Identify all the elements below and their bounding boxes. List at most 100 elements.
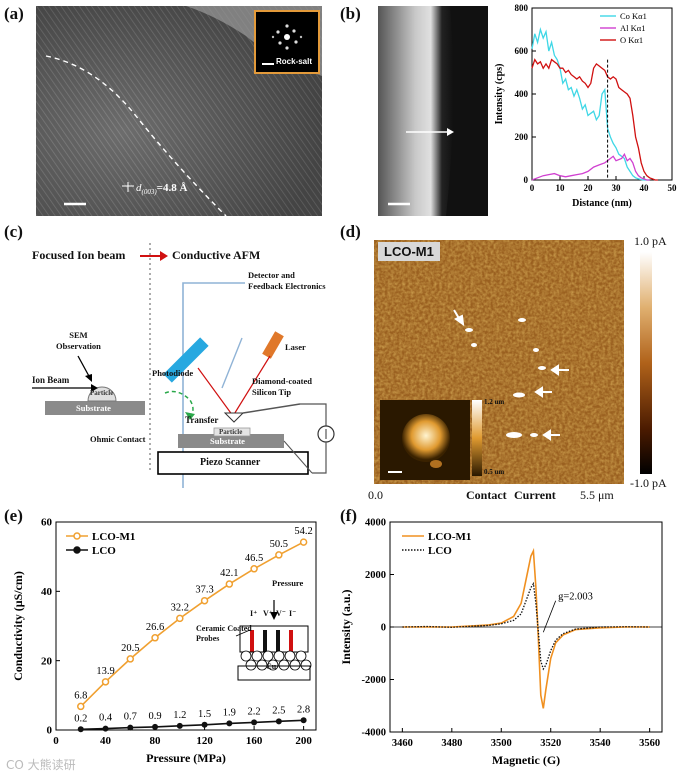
particle-label-right: Particle	[219, 428, 243, 436]
panel-d-label: (d)	[340, 222, 361, 241]
legend-label: LCO-M1	[92, 531, 135, 543]
epr-chart: 3460 3480 3500 3520 3540 3560 -4000 -2000 0 2000 4…	[339, 518, 663, 767]
powder-particle	[262, 650, 274, 662]
x-tick-label: 30	[612, 183, 622, 193]
conductivity-chart: 0 40 80 120 160 200 0 20 40 60 Pressure (MPa) Condu…	[11, 517, 317, 765]
axis-left-label: 0.0	[368, 488, 383, 502]
powder-particle	[278, 659, 290, 671]
annotation-pointer	[542, 600, 557, 633]
ion-beam-label: Ion Beam	[32, 375, 70, 385]
contact-label: Contact	[466, 488, 507, 502]
powder-particle	[267, 659, 279, 671]
data-label: 6.8	[74, 690, 87, 701]
legend-label: LCO	[92, 545, 116, 557]
particle-label-left: Particle	[90, 389, 114, 397]
x-tick-label: 3560	[639, 738, 660, 749]
y-tick-label: 40	[41, 586, 53, 598]
powder-particle	[273, 650, 285, 662]
afm-colorbar	[640, 252, 652, 474]
x-tick-label: 3540	[590, 738, 611, 749]
data-point-lco	[176, 722, 183, 729]
panel-f-label: (f)	[340, 506, 357, 525]
legend-label: O Kα1	[620, 35, 643, 45]
series-line-lco-m1	[80, 541, 304, 707]
legend-label: Al Kα1	[620, 23, 645, 33]
powder-particle	[300, 659, 312, 671]
panel-e-label: (e)	[4, 506, 23, 525]
x-axis-label: Distance (nm)	[572, 198, 632, 209]
data-point-lco	[300, 717, 307, 724]
panel-a-tem-image: d(003)=4.8 Å Rock-salt	[36, 6, 322, 216]
data-label: 32.2	[171, 602, 189, 613]
probe-holder	[239, 625, 309, 653]
data-point-lco-m1	[101, 678, 110, 686]
y-tick-label: -4000	[362, 728, 387, 739]
series-line-o	[531, 58, 658, 181]
sem-label: SEM Observation	[56, 330, 101, 351]
probe	[263, 630, 267, 652]
y-tick-label: 2000	[365, 570, 386, 581]
x-tick-label: 0	[53, 735, 59, 747]
data-label: 1.5	[198, 709, 211, 720]
data-label: 13.9	[96, 666, 114, 677]
x-tick-label: 40	[640, 183, 650, 193]
d-spacing-symbol: d	[136, 182, 142, 194]
panel-b-stem-image	[378, 6, 488, 216]
data-point-lco-m1	[250, 565, 258, 573]
d-spacing-sub: (003)	[141, 188, 157, 197]
data-label: 54.2	[294, 526, 312, 537]
plot-frame	[55, 521, 317, 731]
legend-label: LCO-M1	[428, 531, 471, 543]
tip-label: Diamond-coated Silicon Tip	[252, 376, 312, 397]
y-axis-label: Intensity (cps)	[494, 64, 505, 125]
legend-label: Co Kα1	[620, 11, 647, 21]
data-point-lco-m1	[225, 580, 234, 588]
powder-particle	[251, 650, 263, 662]
x-tick-label: 20	[584, 183, 594, 193]
inset-colorbar	[472, 400, 482, 476]
probe	[276, 630, 280, 652]
powder-particle	[284, 650, 296, 662]
watermark: CO 大熊读研	[6, 758, 76, 772]
data-point-lco	[201, 721, 208, 728]
panel-e-chart: 0 40 80 120 160 200 0 20 40 60 Pressure (MPa) Condu…	[0, 508, 330, 772]
cafm-header: Conductive AFM	[172, 248, 261, 262]
data-point-lco-m1	[126, 655, 135, 663]
x-tick-label: 0	[530, 183, 535, 193]
inset-pressure-label: Pressure	[272, 578, 304, 588]
data-label: 0.2	[74, 713, 87, 724]
y-tick-label: 400	[515, 89, 529, 99]
data-label: 1.2	[173, 710, 186, 721]
data-point-lco-m1	[275, 551, 283, 559]
panel-f-chart: 3460 3480 3500 3520 3540 3560 -4000 -2000 0 2000 4…	[339, 508, 678, 772]
cu-base	[237, 665, 311, 681]
afm-inset	[380, 400, 470, 480]
series-line-lco	[80, 719, 304, 731]
x-tick-label: 160	[246, 735, 263, 747]
data-point-lco	[251, 719, 258, 726]
data-label: 1.9	[223, 707, 236, 718]
substrate-label-left: Substrate	[76, 403, 111, 413]
x-tick-label: 200	[295, 735, 312, 747]
y-axis-label: Conductivity (μS/cm)	[11, 571, 25, 681]
pressure-arrow-head	[270, 612, 278, 620]
fft-label: Rock-salt	[276, 57, 313, 66]
powder-particle	[256, 659, 268, 671]
detector-label: Detector and Feedback Electronics	[248, 270, 326, 291]
stem-micrograph	[378, 6, 454, 216]
y-tick-label: 0	[47, 725, 53, 737]
x-axis-label: Pressure (MPa)	[146, 751, 226, 765]
x-tick-label: 40	[100, 735, 112, 747]
data-point-lco	[102, 725, 109, 732]
x-tick-label: 3520	[540, 738, 561, 749]
data-label: 20.5	[121, 643, 139, 654]
data-label: 0.4	[99, 713, 113, 724]
scale-bottom-label: -1.0 pA	[630, 476, 667, 490]
probe	[289, 630, 293, 652]
inset-scale-bottom: 0.5 um	[484, 468, 505, 476]
y-tick-label: 0	[524, 175, 529, 185]
ohmic-label: Ohmic Contact	[90, 434, 146, 444]
powder-particle	[240, 650, 252, 662]
legend-marker	[73, 532, 81, 540]
data-point-lco-m1	[151, 634, 159, 642]
